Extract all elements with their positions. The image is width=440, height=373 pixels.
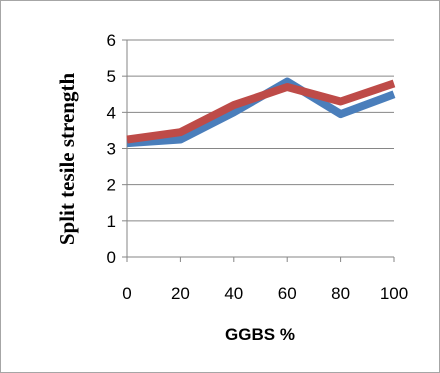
series-lines: [126, 77, 396, 148]
x-tick-label-2: 40: [224, 284, 243, 303]
series-line-2: [126, 79, 396, 144]
y-tick-label-3: 3: [107, 140, 116, 159]
x-tick-label-3: 60: [278, 284, 297, 303]
y-tick-label-0: 0: [107, 248, 116, 267]
y-axis-title: Split tesile strength: [55, 73, 79, 246]
axes: [122, 39, 395, 262]
y-tick-label-6: 6: [107, 31, 116, 50]
x-tick-label-0: 0: [122, 284, 131, 303]
x-tick-label-4: 80: [331, 284, 350, 303]
y-tick-label-1: 1: [107, 212, 116, 231]
y-tick-label-4: 4: [107, 103, 116, 122]
y-tick-label-2: 2: [107, 176, 116, 195]
y-tick-label-5: 5: [107, 67, 116, 86]
x-tick-label-5: 100: [380, 284, 408, 303]
x-tick-label-1: 20: [171, 284, 190, 303]
x-axis-title: GGBS %: [225, 325, 295, 344]
